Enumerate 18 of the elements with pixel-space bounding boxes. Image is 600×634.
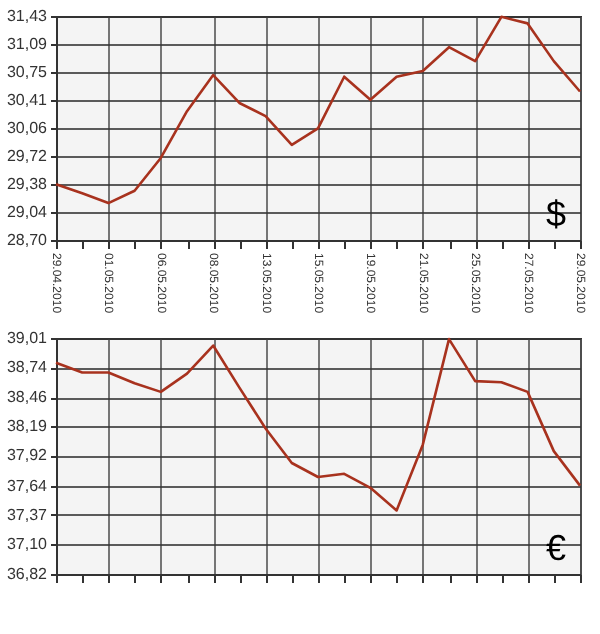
y-tick-label: 29,04: [6, 203, 49, 222]
y-tick-label: 31,43: [6, 7, 49, 25]
y-tick-label: 38,19: [6, 417, 49, 436]
y-tick-label: 36,82: [6, 565, 49, 583]
y-tick-label: 38,74: [6, 358, 49, 377]
y-tick-label: 31,09: [6, 34, 49, 53]
y-tick-label: 37,92: [6, 446, 49, 465]
y-tick-label: 29,38: [6, 175, 49, 194]
y-tick-label: 37,37: [6, 505, 49, 524]
y-tick-label: 29,72: [6, 147, 49, 166]
y-tick-label: 38,46: [6, 388, 49, 407]
y-tick-label: 37,10: [6, 534, 49, 553]
y-tick-label: 39,01: [6, 329, 49, 347]
y-tick-label: 30,06: [6, 119, 49, 138]
y-tick-label: 37,64: [6, 476, 49, 495]
y-tick-label: 28,70: [6, 231, 49, 249]
y-tick-label: 30,41: [6, 90, 49, 109]
y-tick-label: 30,75: [6, 62, 49, 81]
